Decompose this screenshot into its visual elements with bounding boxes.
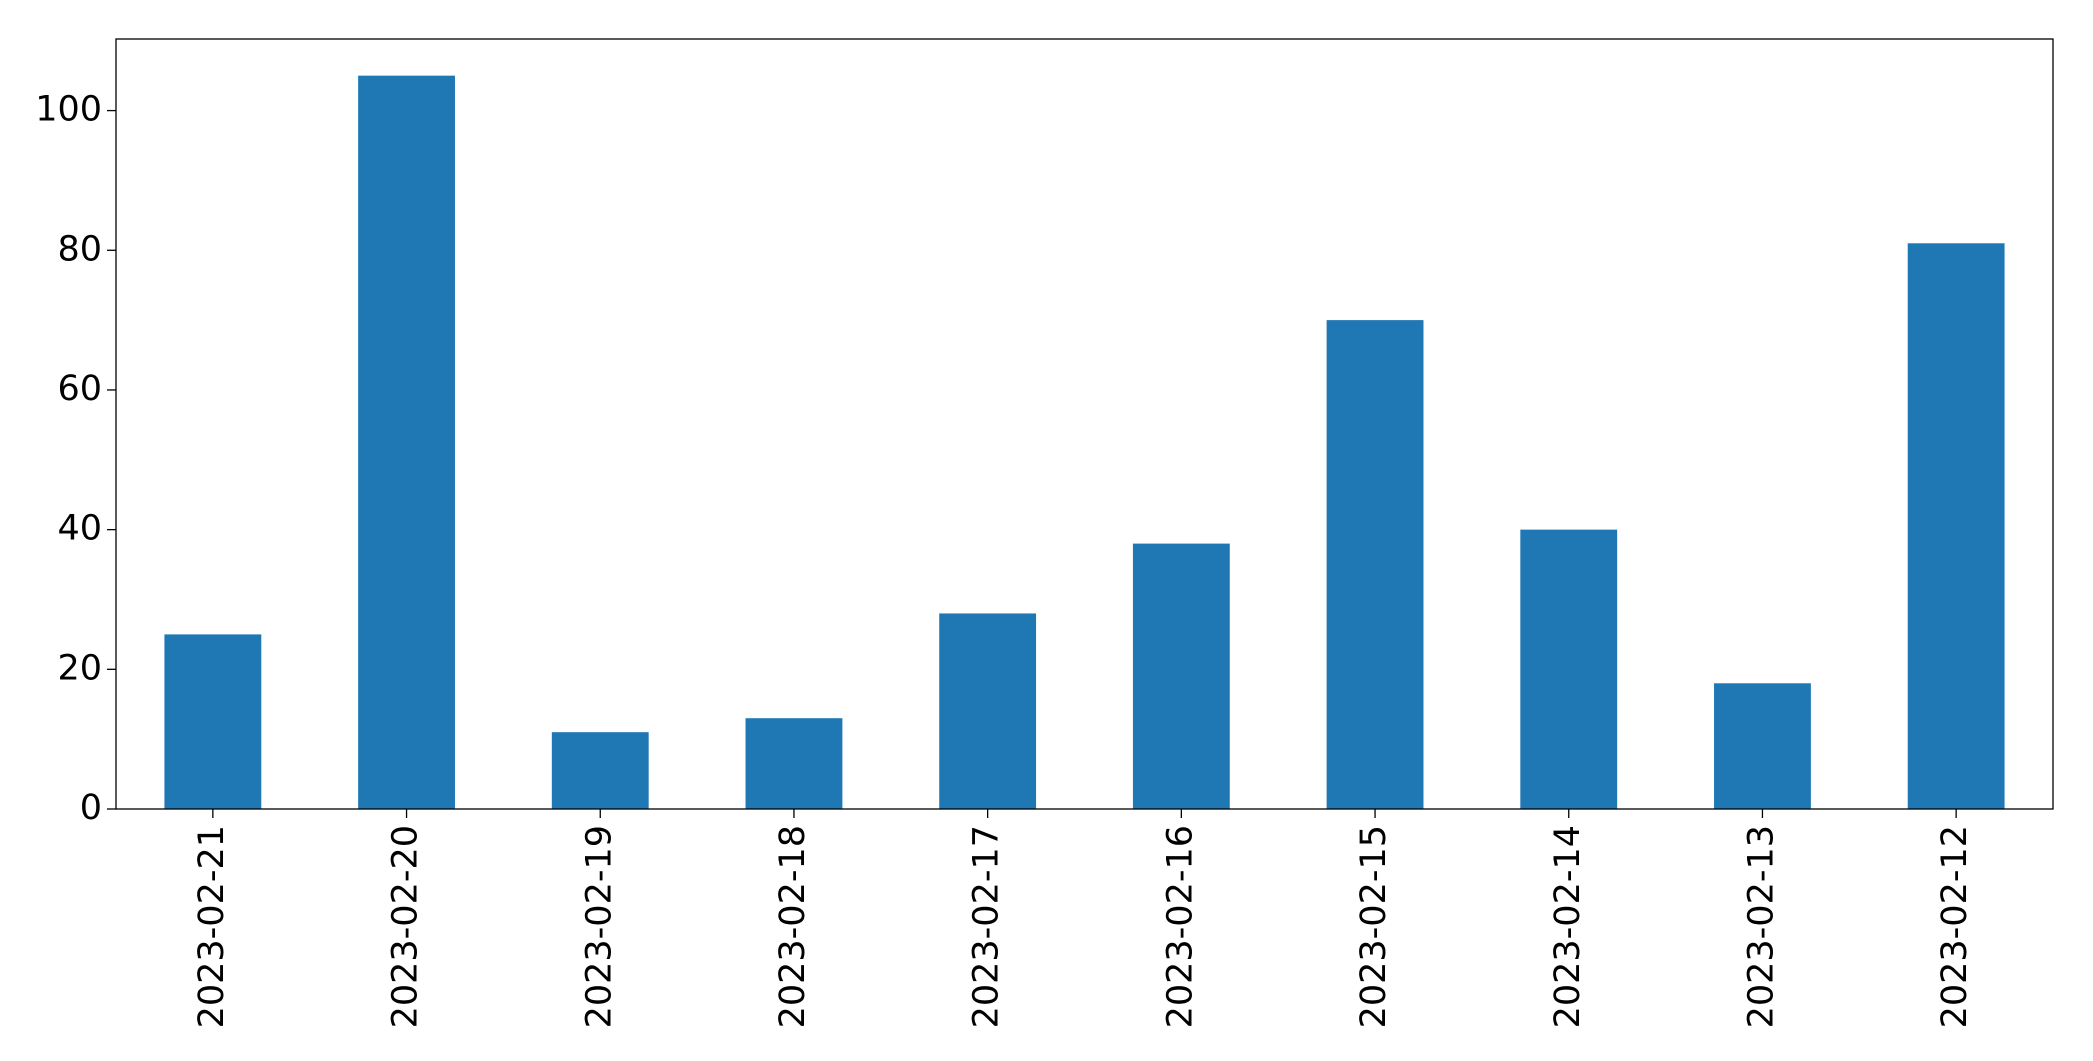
bar [1520,529,1618,809]
y-tick-label: 100 [35,90,102,130]
bar [1907,243,2005,810]
x-tick-label: 2023-02-15 [1354,825,1394,1028]
x-tick-label: 2023-02-14 [1548,825,1588,1028]
bar [1714,683,1811,809]
x-tick-label: 2023-02-19 [579,825,619,1028]
y-tick-label: 40 [57,509,102,549]
y-tick-label: 0 [80,788,102,828]
x-tick-label: 2023-02-16 [1160,825,1200,1028]
y-tick-label: 80 [57,229,102,269]
x-tick-label: 2023-02-21 [192,825,232,1028]
y-tick-label: 20 [57,648,102,688]
x-tick-label: 2023-02-17 [967,825,1007,1028]
bar [551,732,649,809]
y-tick-label: 60 [57,369,102,409]
bar [939,613,1037,809]
bar [164,634,262,809]
bar [1326,320,1424,809]
bar [358,75,455,809]
x-tick-label: 2023-02-13 [1741,825,1781,1028]
x-tick-label: 2023-02-12 [1935,825,1975,1028]
plot-frame [115,38,2054,810]
x-tick-label: 2023-02-20 [386,825,426,1028]
x-tick-label: 2023-02-18 [773,825,813,1028]
bar [745,718,843,809]
bar [1132,543,1230,809]
